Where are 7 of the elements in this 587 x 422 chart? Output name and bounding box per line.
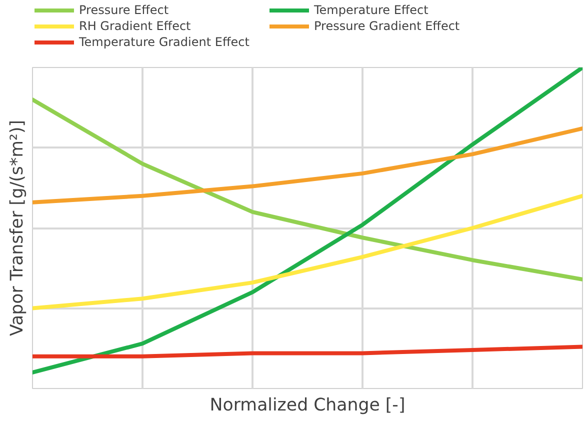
- legend-label: Temperature Gradient Effect: [79, 34, 250, 50]
- y-axis-title: Vapor Transfer [g/(s*m²)]: [8, 120, 28, 336]
- legend-label: RH Gradient Effect: [79, 18, 192, 34]
- legend-label: Pressure Effect: [79, 2, 170, 18]
- legend-label: Pressure Gradient Effect: [314, 18, 461, 34]
- x-axis-title: Normalized Change [-]: [210, 396, 406, 416]
- legend-label: Temperature Effect: [314, 2, 430, 18]
